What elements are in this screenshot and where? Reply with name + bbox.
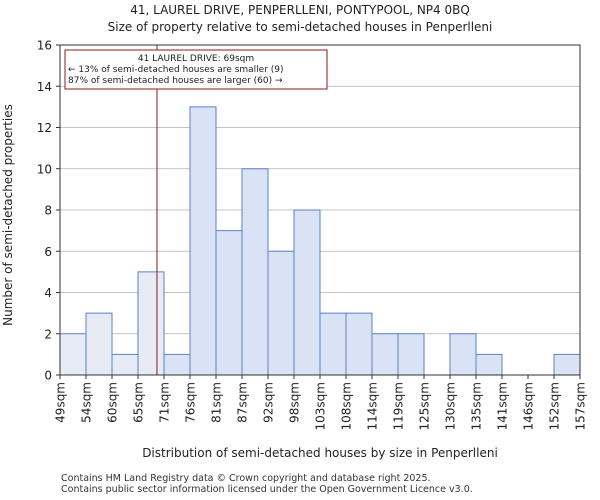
histogram-bar	[345, 312, 373, 376]
y-tick-label: 12	[37, 121, 52, 135]
x-tick-label: 65sqm	[132, 382, 146, 423]
chart-subtitle: Size of property relative to semi-detach…	[108, 20, 493, 34]
histogram-bar	[137, 271, 165, 376]
y-tick-label: 2	[44, 327, 52, 341]
histogram-bar	[85, 312, 113, 376]
histogram-bar	[111, 353, 139, 376]
y-axis-ticks: 0 2 4 6 8 10 12 14 16	[37, 39, 60, 383]
x-tick-label: 87sqm	[236, 382, 250, 423]
histogram-bar	[319, 312, 347, 376]
annotation-larger: 87% of semi-detached houses are larger (…	[68, 76, 283, 86]
x-tick-label: 114sqm	[366, 382, 380, 430]
x-tick-label: 92sqm	[262, 382, 276, 423]
footer-licence: Contains public sector information licen…	[61, 484, 473, 495]
annotation-title: 41 LAUREL DRIVE: 69sqm	[138, 54, 254, 64]
y-tick-label: 14	[37, 80, 52, 94]
x-axis-ticks: 49sqm 54sqm 60sqm 65sqm 71sqm 76sqm 81sqm 87sqm…	[54, 375, 588, 430]
x-tick-label: 119sqm	[392, 382, 406, 430]
x-tick-label: 108sqm	[340, 382, 354, 430]
histogram-bar	[475, 353, 503, 376]
histogram-bar	[371, 333, 399, 376]
x-tick-label: 54sqm	[80, 382, 94, 423]
annotation-smaller: ← 13% of semi-detached houses are smalle…	[68, 65, 284, 75]
annotation-box	[64, 49, 328, 90]
y-axis-label: Number of semi-detached properties	[1, 104, 15, 326]
y-tick-label: 0	[44, 369, 52, 383]
x-tick-label: 76sqm	[184, 382, 198, 423]
y-tick-label: 16	[37, 39, 52, 53]
histogram-bar	[215, 230, 243, 376]
histogram-bar	[553, 353, 581, 376]
x-tick-label: 81sqm	[210, 382, 224, 423]
property-annotation: 41 LAUREL DRIVE: 69sqm ← 13% of semi-det…	[64, 49, 328, 90]
x-tick-label: 60sqm	[106, 382, 120, 423]
y-tick-label: 10	[37, 162, 52, 176]
x-tick-label: 130sqm	[444, 382, 458, 430]
histogram-bar	[267, 250, 295, 376]
x-tick-label: 103sqm	[314, 382, 328, 430]
x-tick-label: 125sqm	[418, 382, 432, 430]
histogram-bar	[397, 333, 425, 376]
histogram-bar	[163, 353, 191, 376]
y-tick-label: 8	[44, 204, 52, 218]
y-tick-label: 6	[44, 245, 52, 259]
chart-title: 41, LAUREL DRIVE, PENPERLLENI, PONTYPOOL…	[130, 3, 470, 17]
bars	[59, 106, 581, 376]
footer-copyright: Contains HM Land Registry data © Crown c…	[61, 473, 431, 484]
x-tick-label: 135sqm	[470, 382, 484, 430]
histogram-bar	[449, 333, 477, 376]
x-tick-label: 152sqm	[548, 382, 562, 430]
histogram-bar	[59, 333, 87, 376]
histogram-bar	[189, 106, 217, 376]
x-tick-label: 98sqm	[288, 382, 302, 423]
x-tick-label: 49sqm	[54, 382, 68, 423]
x-tick-label: 146sqm	[522, 382, 536, 430]
x-tick-label: 141sqm	[496, 382, 510, 430]
histogram-bar	[241, 168, 269, 376]
y-tick-label: 4	[44, 286, 52, 300]
histogram-bar	[293, 209, 321, 376]
x-axis-label: Distribution of semi-detached houses by …	[142, 446, 498, 460]
x-tick-label: 71sqm	[158, 382, 172, 423]
x-tick-label: 157sqm	[574, 382, 588, 430]
